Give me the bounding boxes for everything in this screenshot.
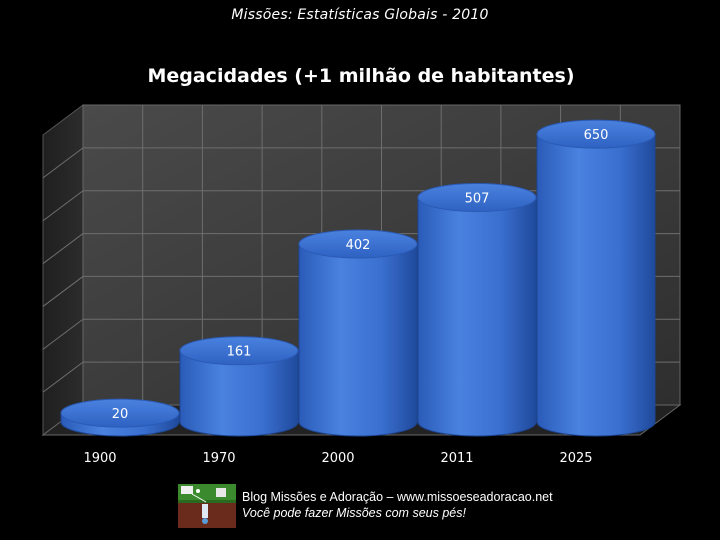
bar-data-label: 20 [112,407,129,422]
bar-top [536,119,656,149]
bar-data-label: 161 [227,345,252,360]
x-tick-label: 2011 [440,451,473,466]
chart-side-wall [42,104,84,436]
chart-title: Megacidades (+1 milhão de habitantes) [147,65,574,87]
grid-line-side [42,233,84,264]
grid-line-side [42,361,84,393]
grid-line-side [42,276,84,307]
page-header: Missões: Estatísticas Globais - 2010 [231,7,489,23]
footer-tagline: Você pode fazer Missões com seus pés! [242,506,466,520]
grid-line-side [42,147,84,179]
bar-body [417,196,537,437]
bar-body [179,350,299,437]
footer-blog-name: Blog Missões e Adoração – www.missoesead… [242,490,553,504]
grid-line-side [42,190,84,222]
bar-data-label: 507 [465,191,490,206]
bar-top [298,229,418,259]
footer: Blog Missões e Adoração – www.missoesead… [178,484,553,528]
blog-logo-icon [178,484,236,528]
bar-top [60,398,180,428]
bar-top [179,336,299,366]
chart-bars: 20 161 402 507 650 [60,119,656,437]
x-tick-label: 2025 [559,451,592,466]
bar [417,182,537,437]
x-tick-label: 1900 [83,451,116,466]
chart-x-ticks: 1900 1970 2000 2011 2025 [83,451,592,466]
bar-body [536,133,656,437]
bar [179,336,299,437]
bar [536,119,656,437]
bar-chart: Megacidades (+1 milhão de habitantes) 20… [41,65,682,466]
bar-top [417,182,537,212]
bar-data-label: 402 [346,238,371,253]
x-tick-label: 2000 [321,451,354,466]
x-tick-label: 1970 [202,451,235,466]
bar-data-label: 650 [584,128,609,143]
bar-body [298,243,418,437]
bar [298,229,418,437]
bar [60,398,180,437]
grid-line-side [42,318,84,350]
